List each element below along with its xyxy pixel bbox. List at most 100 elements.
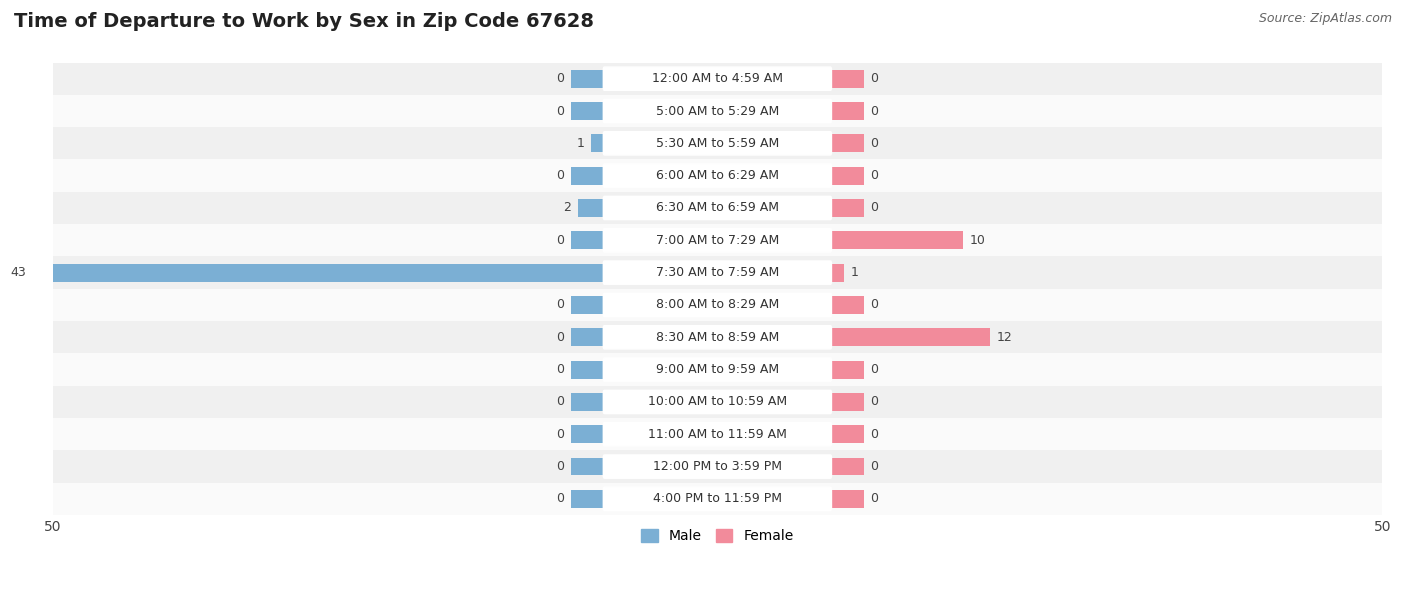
Bar (831, 167, 863, 185)
Text: 0: 0 (557, 363, 564, 376)
Bar (831, 134, 863, 152)
Text: 0: 0 (557, 169, 564, 182)
Bar (52, 95, 1382, 127)
Text: 1: 1 (851, 266, 858, 279)
Bar (52, 224, 1382, 257)
Bar (571, 490, 605, 508)
Text: 8:30 AM to 8:59 AM: 8:30 AM to 8:59 AM (655, 331, 779, 344)
Bar (52, 418, 1382, 450)
Text: Time of Departure to Work by Sex in Zip Code 67628: Time of Departure to Work by Sex in Zip … (14, 12, 595, 31)
Text: 1: 1 (576, 137, 585, 150)
Text: 0: 0 (870, 428, 879, 441)
Text: 10: 10 (970, 234, 986, 247)
Text: 0: 0 (557, 428, 564, 441)
Text: 7:30 AM to 7:59 AM: 7:30 AM to 7:59 AM (655, 266, 779, 279)
Bar (52, 257, 1382, 289)
Bar (831, 102, 863, 120)
FancyBboxPatch shape (603, 197, 831, 220)
Text: 0: 0 (557, 492, 564, 505)
Text: 5:30 AM to 5:59 AM: 5:30 AM to 5:59 AM (655, 137, 779, 150)
FancyBboxPatch shape (603, 99, 831, 122)
Text: 6:30 AM to 6:59 AM: 6:30 AM to 6:59 AM (655, 201, 779, 214)
Bar (52, 62, 1382, 95)
Text: 8:00 AM to 8:29 AM: 8:00 AM to 8:29 AM (655, 298, 779, 311)
Text: 0: 0 (557, 331, 564, 344)
Bar (571, 328, 605, 346)
Text: 10:00 AM to 10:59 AM: 10:00 AM to 10:59 AM (648, 396, 787, 409)
Bar (52, 192, 1382, 224)
Bar (831, 458, 863, 475)
FancyBboxPatch shape (603, 326, 831, 349)
Text: 0: 0 (557, 460, 564, 473)
Text: 12: 12 (997, 331, 1012, 344)
Text: 0: 0 (870, 137, 879, 150)
FancyBboxPatch shape (603, 358, 831, 381)
Text: 4:00 PM to 11:59 PM: 4:00 PM to 11:59 PM (652, 492, 782, 505)
Bar (831, 425, 863, 443)
Text: 0: 0 (870, 460, 879, 473)
Bar (32, 264, 605, 282)
Text: 0: 0 (870, 396, 879, 409)
Text: 0: 0 (557, 234, 564, 247)
Text: 43: 43 (10, 266, 25, 279)
Text: 0: 0 (870, 169, 879, 182)
Text: 0: 0 (557, 105, 564, 118)
FancyBboxPatch shape (603, 390, 831, 413)
Text: 0: 0 (870, 201, 879, 214)
Text: 6:00 AM to 6:29 AM: 6:00 AM to 6:29 AM (655, 169, 779, 182)
Bar (831, 296, 863, 314)
Bar (831, 199, 863, 217)
Bar (52, 450, 1382, 483)
FancyBboxPatch shape (603, 261, 831, 285)
Bar (52, 127, 1382, 160)
Text: 0: 0 (870, 363, 879, 376)
Text: 11:00 AM to 11:59 AM: 11:00 AM to 11:59 AM (648, 428, 787, 441)
FancyBboxPatch shape (603, 487, 831, 511)
Bar (571, 458, 605, 475)
Legend: Male, Female: Male, Female (636, 524, 799, 549)
Bar (571, 232, 605, 249)
Bar (831, 490, 863, 508)
Bar (52, 353, 1382, 386)
Bar (571, 393, 605, 411)
Bar (831, 393, 863, 411)
Bar (571, 102, 605, 120)
Text: 0: 0 (870, 298, 879, 311)
FancyBboxPatch shape (603, 67, 831, 90)
Bar (831, 264, 844, 282)
Bar (571, 361, 605, 378)
Bar (52, 321, 1382, 353)
Text: 0: 0 (557, 72, 564, 85)
Bar (52, 160, 1382, 192)
Text: 7:00 AM to 7:29 AM: 7:00 AM to 7:29 AM (655, 234, 779, 247)
Text: Source: ZipAtlas.com: Source: ZipAtlas.com (1258, 12, 1392, 25)
Bar (831, 69, 863, 87)
Bar (591, 134, 605, 152)
Text: 12:00 PM to 3:59 PM: 12:00 PM to 3:59 PM (652, 460, 782, 473)
Bar (831, 361, 863, 378)
Text: 0: 0 (557, 396, 564, 409)
Bar (571, 167, 605, 185)
Bar (831, 328, 990, 346)
FancyBboxPatch shape (603, 455, 831, 478)
Bar (578, 199, 605, 217)
FancyBboxPatch shape (603, 164, 831, 187)
Bar (571, 296, 605, 314)
Bar (831, 232, 963, 249)
Text: 0: 0 (870, 492, 879, 505)
FancyBboxPatch shape (603, 229, 831, 252)
Bar (571, 425, 605, 443)
Text: 9:00 AM to 9:59 AM: 9:00 AM to 9:59 AM (655, 363, 779, 376)
Text: 0: 0 (870, 72, 879, 85)
Bar (52, 483, 1382, 515)
FancyBboxPatch shape (603, 293, 831, 317)
Bar (52, 289, 1382, 321)
Text: 5:00 AM to 5:29 AM: 5:00 AM to 5:29 AM (655, 105, 779, 118)
Bar (571, 69, 605, 87)
Bar (52, 386, 1382, 418)
FancyBboxPatch shape (603, 132, 831, 155)
Text: 2: 2 (564, 201, 571, 214)
FancyBboxPatch shape (603, 422, 831, 446)
Text: 0: 0 (557, 298, 564, 311)
Text: 0: 0 (870, 105, 879, 118)
